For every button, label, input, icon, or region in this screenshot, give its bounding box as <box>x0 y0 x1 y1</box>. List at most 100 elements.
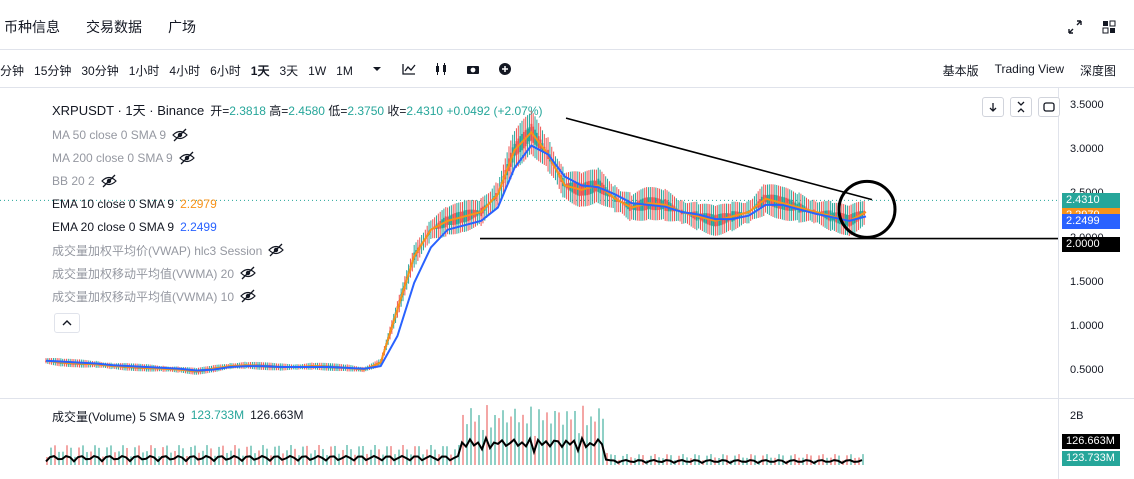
volume-chart[interactable] <box>0 399 1134 479</box>
scroll-down-button[interactable] <box>982 97 1004 117</box>
indicator-row-7[interactable]: 成交量加权移动平均值(VWMA) 10 <box>52 289 543 304</box>
volume-bar <box>506 422 508 465</box>
indicator-row-0[interactable]: MA 50 close 0 SMA 9 <box>52 128 543 142</box>
top-bar: 币种信息 交易数据 广场 <box>0 0 1134 50</box>
highlight-circle <box>837 179 897 239</box>
indicator-icon[interactable] <box>401 62 417 76</box>
volume-bar <box>486 405 488 465</box>
indicator-row-4[interactable]: EMA 20 close 0 SMA 9 2.2499 <box>52 220 543 234</box>
volume-bar <box>406 449 408 465</box>
eye-hidden-icon[interactable] <box>268 243 285 257</box>
tab-trade-data[interactable]: 交易数据 <box>86 19 142 35</box>
eye-hidden-icon[interactable] <box>172 128 188 142</box>
volume-bar <box>334 445 336 465</box>
tab-coin-info[interactable]: 币种信息 <box>4 19 60 35</box>
volume-bar <box>574 410 576 465</box>
volume-bar <box>138 445 140 465</box>
volume-bar <box>530 406 532 465</box>
candle-type-icon[interactable] <box>433 62 449 76</box>
interval-1[interactable]: 15分钟 <box>34 64 72 78</box>
volume-bar <box>182 448 184 465</box>
interval-2[interactable]: 30分钟 <box>81 64 119 78</box>
ohlc-values: 开=2.3818 高=2.4580 低=2.3750 收=2.4310 +0.0… <box>210 104 543 118</box>
volume-bar <box>362 446 364 465</box>
collapse-icon <box>1017 101 1025 113</box>
volume-bar <box>502 410 504 465</box>
eye-hidden-icon[interactable] <box>240 266 256 280</box>
arrow-down-icon <box>989 103 997 112</box>
volume-bar <box>522 414 524 465</box>
volume-sma-value: 123.733M <box>190 408 245 422</box>
indicator-label: BB 20 2 <box>52 174 95 188</box>
volume-bar <box>462 414 464 465</box>
price-chart[interactable] <box>0 88 1134 398</box>
volume-bar <box>402 445 404 465</box>
volume-bar <box>250 445 252 465</box>
volume-tag: 126.663M <box>1062 434 1120 449</box>
eye-hidden-icon[interactable] <box>100 174 117 188</box>
indicator-label: 成交量加权移动平均值(VWMA) 20 <box>52 266 235 281</box>
interval-8[interactable]: 1W <box>308 63 327 78</box>
maximize-pane-button[interactable] <box>1038 97 1060 117</box>
volume-value: 126.663M <box>250 408 304 422</box>
volume-bar <box>378 449 380 465</box>
low-value: 2.3750 <box>347 104 385 118</box>
interval-selector: 分钟 15分钟 30分钟 1小时 4小时 6小时 1天 3天 1W 1M <box>0 62 513 79</box>
collapse-legend-button[interactable] <box>54 313 80 333</box>
camera-icon[interactable] <box>465 62 481 76</box>
volume-sma-line <box>45 435 863 465</box>
volume-bar <box>470 408 472 465</box>
interval-0[interactable]: 分钟 <box>0 64 25 78</box>
volume-bar <box>110 445 112 465</box>
indicator-row-5[interactable]: 成交量加权平均价(VWAP) hlc3 Session <box>52 243 543 258</box>
indicator-label: 成交量加权移动平均值(VWMA) 10 <box>52 289 235 304</box>
layout-grid-icon[interactable] <box>1102 20 1116 34</box>
indicator-value: 2.2979 <box>180 197 217 211</box>
pane-divider[interactable] <box>0 398 1134 399</box>
volume-bar <box>278 445 280 465</box>
interval-6[interactable]: 1天 <box>250 64 270 78</box>
indicator-row-6[interactable]: 成交量加权移动平均值(VWMA) 20 <box>52 266 543 281</box>
view-depth[interactable]: 深度图 <box>1079 64 1116 78</box>
indicator-row-1[interactable]: MA 200 close 0 SMA 9 <box>52 151 543 165</box>
interval-4[interactable]: 4小时 <box>169 64 201 78</box>
volume-bar <box>430 445 432 465</box>
indicator-row-3[interactable]: EMA 10 close 0 SMA 9 2.2979 <box>52 197 543 211</box>
volume-bar <box>418 446 420 465</box>
volume-bar <box>154 448 156 465</box>
volume-tick: 2B <box>1070 410 1084 422</box>
interval-5[interactable]: 6小时 <box>210 64 241 78</box>
eye-hidden-icon[interactable] <box>178 151 195 165</box>
symbol-title: XRPUSDT · 1天 · Binance <box>52 103 205 118</box>
eye-hidden-icon[interactable] <box>240 289 256 303</box>
interval-7[interactable]: 3天 <box>279 64 299 78</box>
interval-9[interactable]: 1M <box>336 63 353 78</box>
volume-bar <box>290 445 292 465</box>
volume-bar <box>82 445 84 465</box>
volume-bar <box>598 408 600 465</box>
indicator-label: EMA 20 close 0 SMA 9 <box>52 220 175 234</box>
dropdown-caret-icon[interactable] <box>369 62 385 76</box>
volume-bar <box>306 445 308 465</box>
volume-bar <box>346 445 348 465</box>
price-tick: 3.0000 <box>1070 143 1104 155</box>
volume-bar <box>350 449 352 465</box>
volume-bar <box>510 416 512 465</box>
volume-bar <box>150 445 152 465</box>
interval-3[interactable]: 1小时 <box>128 64 160 78</box>
add-circle-icon[interactable] <box>497 62 513 76</box>
indicator-label: MA 200 close 0 SMA 9 <box>52 151 173 165</box>
volume-bar <box>210 448 212 465</box>
expand-icon[interactable] <box>1068 20 1082 34</box>
volume-bar <box>54 445 56 465</box>
indicator-row-2[interactable]: BB 20 2 <box>52 174 543 188</box>
view-basic[interactable]: 基本版 <box>942 64 979 78</box>
volume-bar <box>554 410 556 465</box>
indicator-list: MA 50 close 0 SMA 9 MA 200 close 0 SMA 9 B… <box>52 128 543 304</box>
tab-square[interactable]: 广场 <box>168 19 196 35</box>
volume-bar <box>498 418 500 465</box>
top-icons <box>1068 20 1116 34</box>
chart-controls <box>982 97 1060 117</box>
collapse-pane-button[interactable] <box>1010 97 1032 117</box>
view-tradingview[interactable]: Trading View <box>994 62 1064 76</box>
